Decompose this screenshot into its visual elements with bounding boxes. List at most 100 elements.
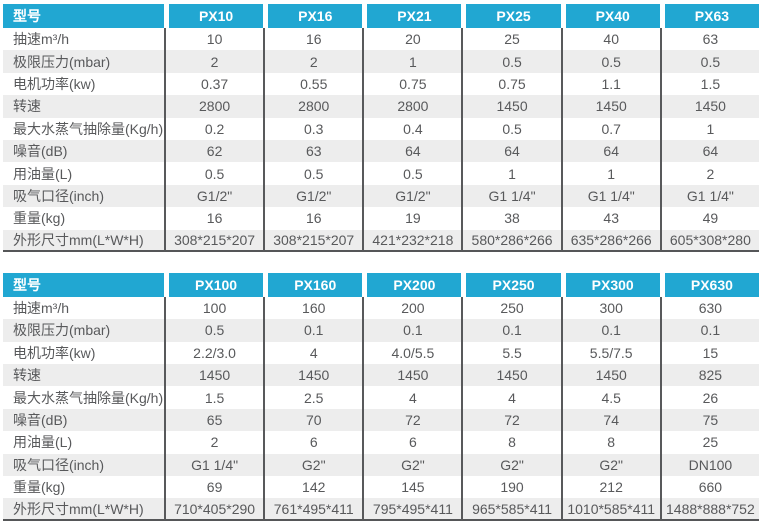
spec-value-cell: 4.5 <box>560 386 660 409</box>
spec-value-cell: 2800 <box>164 95 264 118</box>
spec-row-label: 吸气口径(inch) <box>3 453 164 477</box>
spec-value-cell: 2800 <box>263 95 363 118</box>
spec-value-cell: 4.0/5.5 <box>362 341 462 365</box>
spec-value-cell: 710*405*290 <box>164 498 264 521</box>
spec-value-cell: 0.5 <box>461 50 561 73</box>
spec-value-cell: 75 <box>659 408 759 432</box>
model-name-header: PX63 <box>659 4 759 28</box>
spec-value-cell: 0.5 <box>164 162 264 185</box>
spec-value-cell: 25 <box>461 28 561 51</box>
spec-value-cell: G2" <box>362 453 462 477</box>
spec-table-large-models: 型号 PX100 PX160 PX200 PX250 PX300 PX630 抽速m³/h 10… <box>3 272 759 521</box>
spec-value-cell: 10 <box>164 28 264 51</box>
spec-value-cell: 72 <box>362 408 462 432</box>
model-name-header: PX16 <box>263 4 363 28</box>
spec-value-cell: 0.1 <box>461 319 561 342</box>
spec-row-label: 极限压力(mbar) <box>3 319 164 342</box>
spec-value-cell: 4 <box>362 386 462 409</box>
spec-row-label: 电机功率(kw) <box>3 72 164 96</box>
spec-value-cell: 630 <box>659 296 759 320</box>
spec-value-cell: 1450 <box>560 364 660 387</box>
spec-value-cell: 795*495*411 <box>362 498 462 521</box>
spec-value-cell: 4 <box>263 341 363 365</box>
spec-value-cell: 1450 <box>461 95 561 118</box>
spec-row-label: 最大水蒸气抽除量(Kg/h) <box>3 117 164 140</box>
spec-row: 转速 2800 2800 2800 1450 1450 1450 <box>3 95 759 118</box>
spec-row: 抽速m³/h 100 160 200 250 300 630 <box>3 296 759 320</box>
spec-row-label: 外形尺寸mm(L*W*H) <box>3 229 164 252</box>
spec-value-cell: 605*308*280 <box>659 229 759 252</box>
spec-row: 噪音(dB) 62 63 64 64 64 64 <box>3 139 759 163</box>
spec-row-label: 用油量(L) <box>3 162 164 185</box>
spec-value-cell: 0.75 <box>362 72 462 96</box>
spec-value-cell: 0.4 <box>362 117 462 140</box>
spec-value-cell: 40 <box>560 28 660 51</box>
header-row: 型号 PX100 PX160 PX200 PX250 PX300 PX630 <box>3 272 759 297</box>
spec-row-label: 极限压力(mbar) <box>3 50 164 73</box>
spec-value-cell: 635*286*266 <box>560 229 660 252</box>
spec-value-cell: 15 <box>659 341 759 365</box>
spec-value-cell: 0.2 <box>164 117 264 140</box>
spec-value-cell: 0.7 <box>560 117 660 140</box>
spec-value-cell: 63 <box>263 139 363 163</box>
spec-value-cell: 2 <box>164 50 264 73</box>
spec-value-cell: 64 <box>659 139 759 163</box>
spec-row: 最大水蒸气抽除量(Kg/h) 0.2 0.3 0.4 0.5 0.7 1 <box>3 117 759 140</box>
spec-value-cell: DN100 <box>659 453 759 477</box>
spec-row-label: 抽速m³/h <box>3 296 164 320</box>
spec-row: 极限压力(mbar) 0.5 0.1 0.1 0.1 0.1 0.1 <box>3 319 759 342</box>
spec-value-cell: 43 <box>560 207 660 230</box>
model-name-header: PX300 <box>560 272 660 297</box>
model-name-header: PX21 <box>362 4 462 28</box>
spec-value-cell: 1450 <box>263 364 363 387</box>
spec-row-label: 用油量(L) <box>3 431 164 454</box>
spec-value-cell: 63 <box>659 28 759 51</box>
spec-value-cell: 160 <box>263 296 363 320</box>
spec-value-cell: 0.5 <box>263 162 363 185</box>
spec-value-cell: 64 <box>560 139 660 163</box>
spec-value-cell: 0.1 <box>659 319 759 342</box>
spec-value-cell: G1 1/4" <box>659 184 759 208</box>
spec-row-label: 转速 <box>3 95 164 118</box>
spec-value-cell: 421*232*218 <box>362 229 462 252</box>
spec-value-cell: 16 <box>164 207 264 230</box>
spec-value-cell: 1450 <box>659 95 759 118</box>
spec-value-cell: G2" <box>560 453 660 477</box>
spec-value-cell: 0.5 <box>461 117 561 140</box>
spec-value-cell: 70 <box>263 408 363 432</box>
model-name-header: PX250 <box>461 272 561 297</box>
spec-table-small-models: 型号 PX10 PX16 PX21 PX25 PX40 PX63 抽速m³/h 10 16 20 25… <box>3 4 759 252</box>
spec-value-cell: 300 <box>560 296 660 320</box>
spec-value-cell: 0.3 <box>263 117 363 140</box>
spec-value-cell: 8 <box>560 431 660 454</box>
spec-value-cell: G2" <box>263 453 363 477</box>
spec-value-cell: 1 <box>461 162 561 185</box>
spec-row: 吸气口径(inch) G1 1/4" G2" G2" G2" G2" DN100 <box>3 453 759 477</box>
spec-value-cell: 1 <box>560 162 660 185</box>
spec-value-cell: 1 <box>362 50 462 73</box>
spec-row: 电机功率(kw) 2.2/3.0 4 4.0/5.5 5.5 5.5/7.5 15 <box>3 341 759 365</box>
spec-row-label: 噪音(dB) <box>3 408 164 432</box>
spec-value-cell: G1 1/4" <box>560 184 660 208</box>
spec-value-cell: 200 <box>362 296 462 320</box>
spec-row: 重量(kg) 69 142 145 190 212 660 <box>3 476 759 499</box>
spec-value-cell: 1488*888*752 <box>659 498 759 521</box>
spec-row-label: 重量(kg) <box>3 207 164 230</box>
spec-row: 用油量(L) 0.5 0.5 0.5 1 1 2 <box>3 162 759 185</box>
spec-row-label: 电机功率(kw) <box>3 341 164 365</box>
spec-value-cell: G1/2" <box>164 184 264 208</box>
spec-value-cell: 2.5 <box>263 386 363 409</box>
model-name-header: PX160 <box>263 272 363 297</box>
spec-value-cell: 1.1 <box>560 72 660 96</box>
spec-value-cell: 2.2/3.0 <box>164 341 264 365</box>
spec-value-cell: 0.5 <box>164 319 264 342</box>
spec-value-cell: 5.5 <box>461 341 561 365</box>
spec-value-cell: 1450 <box>362 364 462 387</box>
model-name-header: PX40 <box>560 4 660 28</box>
spec-value-cell: 825 <box>659 364 759 387</box>
spec-row-label: 噪音(dB) <box>3 139 164 163</box>
spec-value-cell: 72 <box>461 408 561 432</box>
spec-value-cell: 0.1 <box>362 319 462 342</box>
spec-value-cell: 0.55 <box>263 72 363 96</box>
